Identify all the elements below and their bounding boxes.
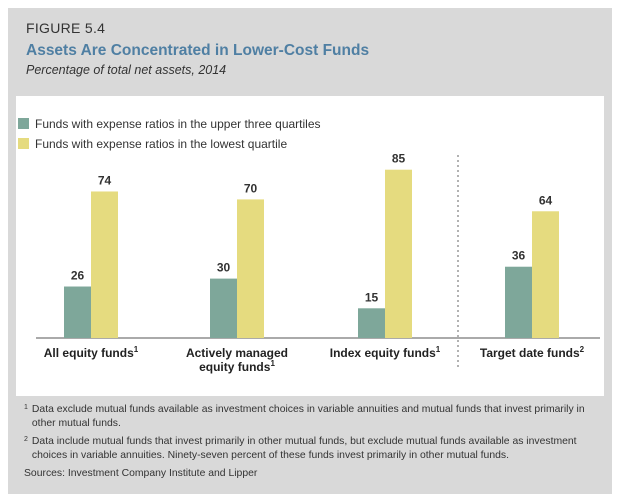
- legend-swatch-lowest: [18, 138, 29, 149]
- chart-subtitle: Percentage of total net assets, 2014: [26, 63, 227, 77]
- category-label-0: All equity funds1: [44, 345, 139, 360]
- chart-legend: Funds with expense ratios in the upper t…: [18, 115, 321, 155]
- footnote-1-text: Data exclude mutual funds available as i…: [31, 404, 585, 429]
- data-label-upper-3: 36: [512, 249, 526, 263]
- data-label-lowest-3: 64: [539, 193, 553, 207]
- data-label-lowest-1: 70: [244, 181, 258, 195]
- category-label-1: Actively managed equity funds1: [186, 346, 288, 374]
- category-label-3: Target date funds2: [480, 345, 585, 360]
- sources-text: Sources: Investment Company Institute an…: [24, 468, 258, 479]
- sources-note: Sources: Investment Company Institute an…: [24, 467, 599, 481]
- figure-header: FIGURE 5.4 Assets Are Concentrated in Lo…: [8, 8, 612, 94]
- bar-upper-0: [64, 286, 91, 338]
- footnotes: 1 Data exclude mutual funds available as…: [24, 403, 599, 485]
- chart-title: Assets Are Concentrated in Lower-Cost Fu…: [26, 42, 370, 59]
- legend-item-upper: Funds with expense ratios in the upper t…: [18, 115, 321, 132]
- data-label-upper-1: 30: [217, 261, 231, 275]
- bar-upper-2: [358, 308, 385, 338]
- footnote-2-marker: 2: [24, 436, 28, 443]
- footnote-1-marker: 1: [24, 404, 28, 411]
- bar-upper-3: [505, 266, 532, 338]
- bar-lowest-3: [532, 211, 559, 338]
- bar-lowest-0: [91, 191, 118, 338]
- bar-upper-1: [210, 278, 237, 338]
- data-label-upper-0: 26: [71, 269, 85, 283]
- legend-label-upper: Funds with expense ratios in the upper t…: [35, 116, 321, 131]
- footnote-1: 1 Data exclude mutual funds available as…: [24, 403, 599, 431]
- legend-item-lowest: Funds with expense ratios in the lowest …: [18, 135, 321, 152]
- footnote-2: 2 Data include mutual funds that invest …: [24, 435, 599, 463]
- legend-label-lowest: Funds with expense ratios in the lowest …: [35, 136, 288, 151]
- figure-label: FIGURE 5.4: [26, 20, 106, 36]
- footnote-2-text: Data include mutual funds that invest pr…: [31, 436, 577, 461]
- category-label-2: Index equity funds1: [330, 345, 441, 360]
- data-label-lowest-2: 85: [392, 152, 406, 166]
- bar-chart: 26 74 All equity funds1 30 70 Actively manage…: [36, 152, 600, 374]
- bar-lowest-1: [237, 199, 264, 338]
- data-label-upper-2: 15: [365, 290, 379, 304]
- legend-swatch-upper: [18, 118, 29, 129]
- bar-lowest-2: [385, 169, 412, 338]
- data-label-lowest-0: 74: [98, 173, 112, 187]
